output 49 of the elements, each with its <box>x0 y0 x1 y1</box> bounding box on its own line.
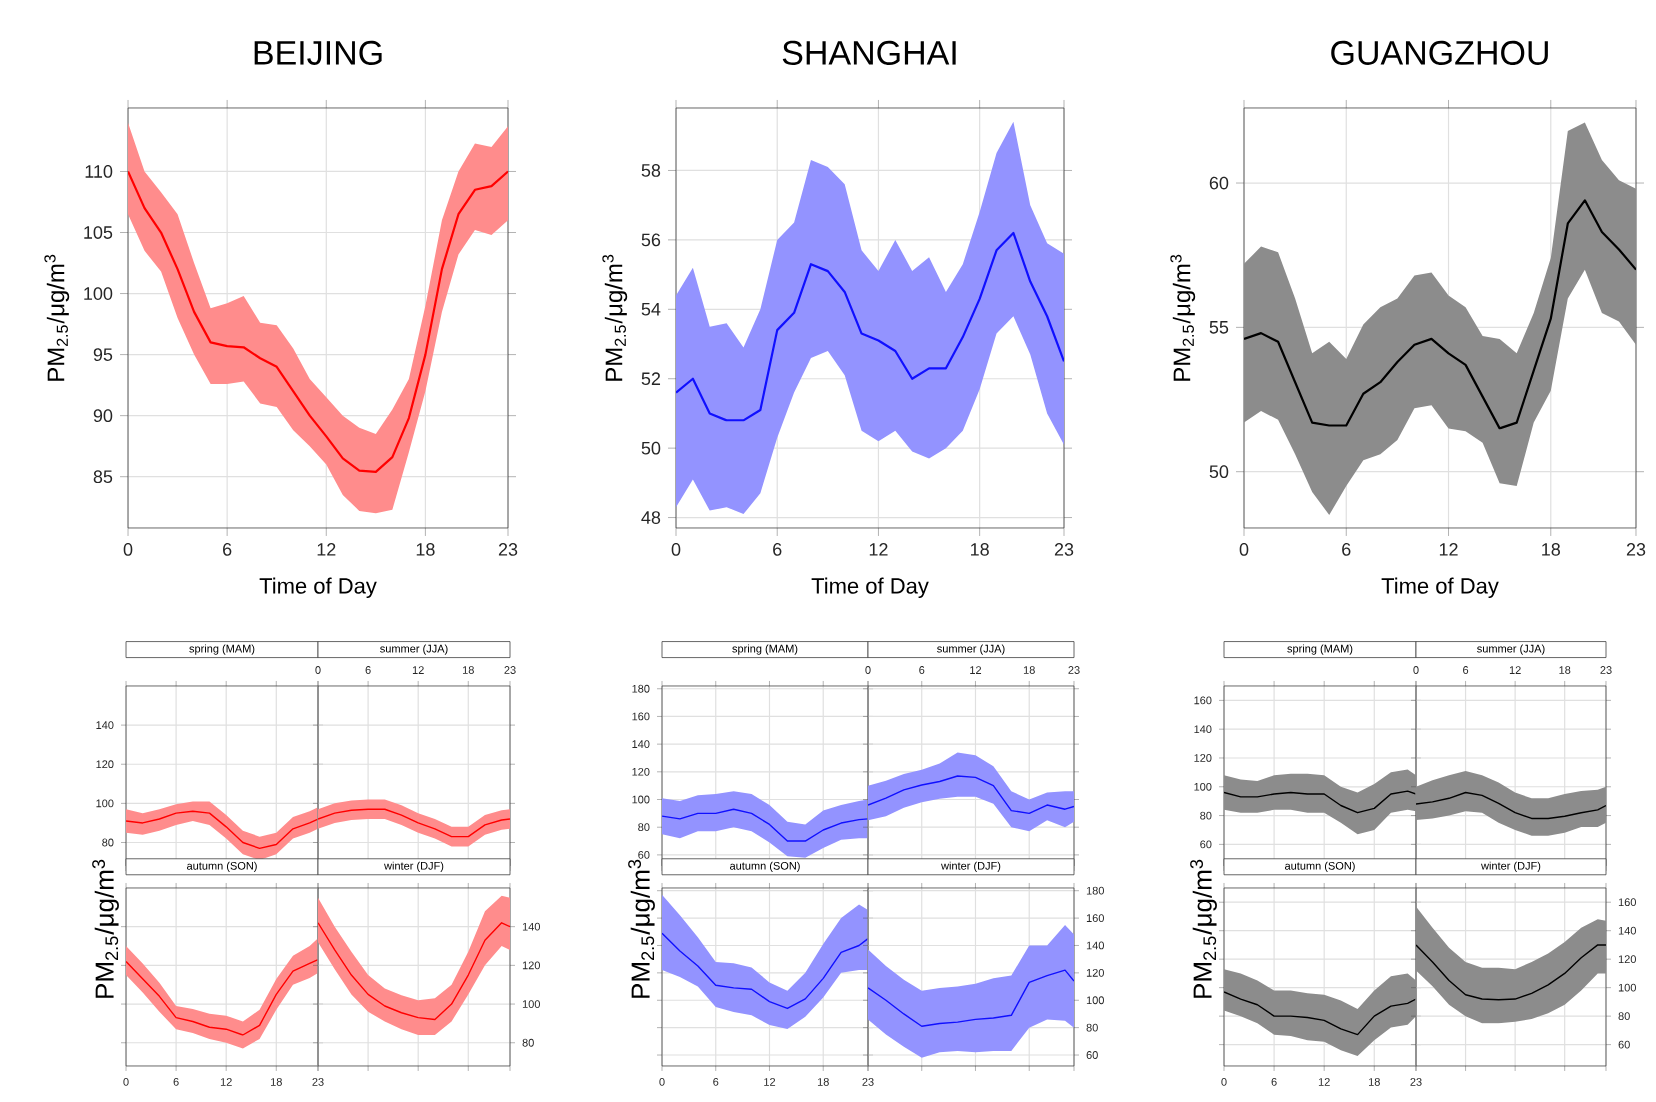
y-tick-label: 55 <box>1209 321 1229 334</box>
x-axis-title: Time of Day <box>259 577 377 599</box>
y-axis-title: PM$_{2.5}$/μg/m$^{3}$ <box>1190 859 1217 998</box>
line-series <box>1224 790 1416 814</box>
x-tick-label: 12 <box>869 543 888 556</box>
line-series <box>868 969 1074 1027</box>
x-tick-label: 23 <box>1054 543 1074 556</box>
x-tick-label: 0 <box>1239 543 1249 556</box>
line-series <box>1244 199 1636 430</box>
y-tick-label: 50 <box>641 441 661 455</box>
y-axis-title: PM$_{2.5}$/μg/m$^{3}$ <box>92 859 119 998</box>
x-tick-label: 18 <box>971 543 989 556</box>
y-tick-label: 110 <box>85 165 113 178</box>
chart-title: GUANGZHOU <box>1331 40 1548 65</box>
x-tick-label: 6 <box>1342 543 1351 556</box>
line-series <box>318 922 511 1021</box>
line-series <box>676 231 1064 422</box>
x-axis-title: Time of Day <box>811 577 929 599</box>
x-tick-label: 0 <box>671 543 681 556</box>
x-tick-label: 6 <box>223 543 232 556</box>
x-tick-label: 12 <box>317 543 336 556</box>
x-tick-label: 23 <box>498 543 518 556</box>
y-tick-label: 52 <box>641 372 661 386</box>
y-tick-label: 95 <box>93 348 113 361</box>
y-tick-label: 60 <box>1209 176 1229 190</box>
x-axis-title: Time of Day <box>1381 577 1499 599</box>
chart-title: BEIJING <box>254 40 382 65</box>
x-tick-label: 12 <box>1439 543 1458 556</box>
y-tick-label: 50 <box>1209 465 1229 479</box>
x-tick-label: 18 <box>416 543 435 556</box>
y-tick-label: 90 <box>93 409 113 423</box>
y-tick-label: 58 <box>641 164 661 177</box>
line-series <box>1416 944 1606 1001</box>
y-tick-label: 54 <box>641 303 661 316</box>
y-axis-title: PM$_{2.5}$/μg/m$^{3}$ <box>628 859 655 998</box>
chart-title: SHANGHAI <box>782 40 956 65</box>
y-axis-title: PM$_{2.5}$/μg/m$^{3}$ <box>602 254 628 381</box>
y-axis-title: PM$_{2.5}$/μg/m$^{3}$ <box>44 254 70 381</box>
y-tick-label: 85 <box>93 470 113 484</box>
x-tick-label: 0 <box>123 543 133 556</box>
x-tick-label: 18 <box>1542 543 1560 556</box>
y-tick-label: 105 <box>84 226 113 239</box>
x-tick-label: 23 <box>1626 543 1646 556</box>
x-tick-label: 6 <box>773 543 782 556</box>
y-tick-label: 100 <box>84 287 113 300</box>
line-series <box>662 808 868 842</box>
y-axis-title: PM$_{2.5}$/μg/m$^{3}$ <box>1170 254 1196 381</box>
y-tick-label: 56 <box>641 233 661 247</box>
y-tick-label: 48 <box>641 511 661 524</box>
